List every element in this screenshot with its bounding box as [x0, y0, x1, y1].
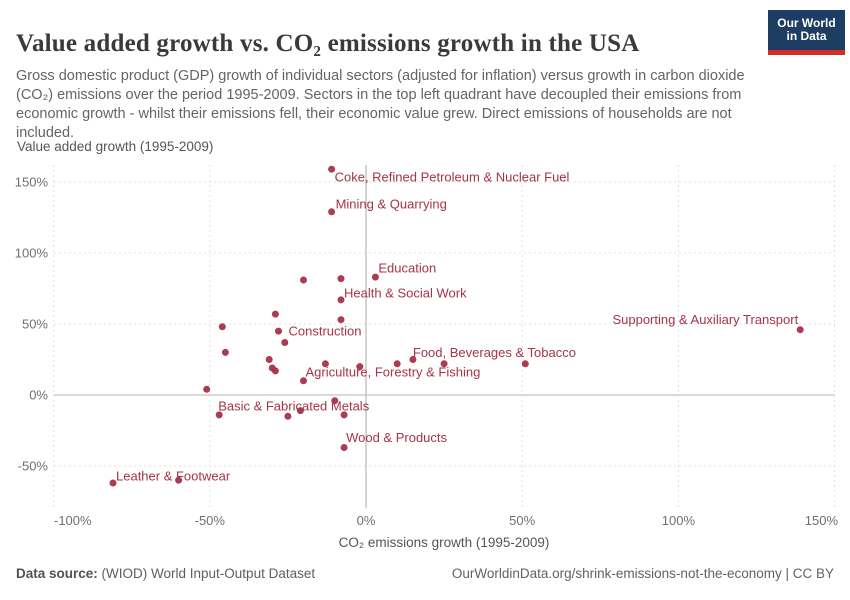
chart-subtitle: Gross domestic product (GDP) growth of i…	[16, 67, 745, 141]
data-point[interactable]	[393, 360, 401, 368]
chart-footer: Data source: (WIOD) World Input-Output D…	[16, 566, 834, 581]
data-point[interactable]	[218, 323, 226, 331]
data-point[interactable]	[337, 275, 345, 283]
data-point[interactable]	[215, 411, 223, 419]
data-point[interactable]	[440, 360, 448, 368]
owid-logo-red-stripe	[768, 50, 845, 55]
data-source-value: (WIOD) World Input-Output Dataset	[97, 566, 316, 581]
data-point[interactable]	[371, 273, 379, 281]
data-point[interactable]	[109, 479, 117, 487]
data-point[interactable]	[300, 276, 307, 284]
point-layer	[109, 165, 804, 487]
y-axis-tick-label: 0%	[29, 388, 48, 403]
data-point[interactable]	[331, 397, 339, 405]
data-point[interactable]	[271, 310, 279, 318]
x-axis-title: CO₂ emissions growth (1995-2009)	[339, 535, 550, 550]
data-point[interactable]	[221, 348, 229, 356]
owid-logo-line2: in Data	[786, 29, 827, 43]
point-label[interactable]: Food, Beverages & Tobacco	[413, 345, 576, 360]
tick-layer: 150% 100% 50% 0% -50% -100% -50% 0% 50% 100% 150%	[15, 175, 839, 529]
data-point[interactable]	[337, 316, 345, 324]
point-label[interactable]: Basic & Fabricated Metals	[218, 398, 370, 413]
grid-layer	[53, 165, 836, 508]
owid-logo-box: Our World in Data	[768, 10, 845, 50]
x-axis-tick-label: -50%	[195, 513, 226, 528]
point-label[interactable]: Supporting & Auxiliary Transport	[612, 312, 798, 327]
point-label[interactable]: Agriculture, Forestry & Fishing	[306, 364, 481, 379]
point-label[interactable]: Wood & Products	[346, 430, 447, 445]
owid-logo[interactable]: Our World in Data	[768, 10, 845, 55]
data-point[interactable]	[271, 367, 279, 375]
data-point[interactable]	[175, 476, 183, 484]
y-axis-tick-label: 100%	[15, 246, 49, 261]
data-point[interactable]	[321, 360, 329, 368]
data-source-label: Data source:	[16, 566, 98, 581]
x-axis-tick-label: -100%	[54, 513, 92, 528]
data-point[interactable]	[281, 339, 289, 346]
data-point[interactable]	[409, 356, 417, 363]
point-label[interactable]: Construction	[289, 324, 362, 339]
data-point[interactable]	[265, 356, 273, 363]
data-point[interactable]	[337, 296, 345, 304]
data-point[interactable]	[296, 407, 304, 415]
y-axis-tick-label: 50%	[22, 317, 48, 332]
data-point[interactable]	[300, 377, 307, 385]
x-axis-tick-label: 0%	[357, 513, 376, 528]
data-point[interactable]	[340, 444, 348, 451]
point-label[interactable]: Mining & Quarrying	[336, 196, 447, 211]
data-point[interactable]	[340, 411, 348, 419]
page-title: Value added growth vs. CO₂ emissions gro…	[16, 29, 640, 57]
data-point[interactable]	[203, 385, 211, 393]
x-axis-tick-label: 100%	[662, 513, 696, 528]
y-axis-tick-label: 150%	[15, 175, 49, 190]
data-point[interactable]	[284, 412, 292, 420]
data-point[interactable]	[796, 326, 804, 334]
data-point[interactable]	[328, 208, 336, 216]
credit-link[interactable]: OurWorldinData.org/shrink-emissions-not-…	[451, 566, 834, 581]
point-label[interactable]: Coke, Refined Petroleum & Nuclear Fuel	[335, 170, 570, 185]
point-label-layer: Coke, Refined Petroleum & Nuclear Fuel Mi…	[116, 170, 799, 484]
point-label[interactable]: Health & Social Work	[344, 285, 467, 300]
data-point[interactable]	[356, 363, 364, 371]
data-point[interactable]	[275, 327, 282, 335]
data-point[interactable]	[521, 360, 529, 368]
point-label[interactable]: Leather & Footwear	[116, 469, 231, 484]
point-label[interactable]: Education	[378, 261, 436, 276]
data-point[interactable]	[328, 165, 336, 173]
y-axis-tick-label: -50%	[18, 459, 49, 474]
y-axis-title: Value added growth (1995-2009)	[17, 139, 213, 154]
data-source: Data source: (WIOD) World Input-Output D…	[16, 566, 315, 581]
x-axis-tick-label: 150%	[805, 513, 839, 528]
x-axis-tick-label: 50%	[509, 513, 535, 528]
owid-logo-line1: Our World	[777, 15, 836, 30]
